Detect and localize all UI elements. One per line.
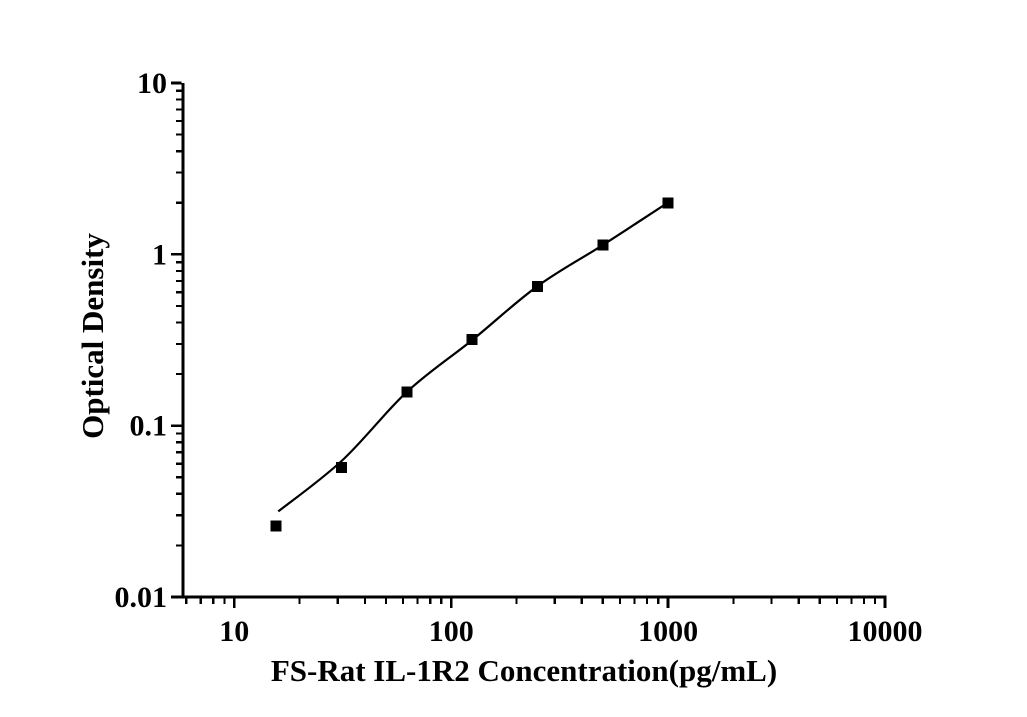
y-tick-label: 10 xyxy=(137,67,167,100)
data-point-marker xyxy=(532,280,543,292)
data-series-layer xyxy=(270,197,674,532)
data-point-marker xyxy=(270,520,282,532)
data-point-marker xyxy=(662,197,674,209)
data-point-marker xyxy=(401,386,413,398)
x-tick-label: 10000 xyxy=(848,615,923,648)
axes-layer: 10 100 1000 10000 10 1 0.1 0.01 xyxy=(115,67,923,648)
x-tick-label: 1000 xyxy=(638,615,698,648)
y-tick-label: 0.01 xyxy=(115,581,168,614)
data-point-marker xyxy=(466,334,478,346)
y-tick-label: 0.1 xyxy=(130,410,168,443)
x-tick-label: 100 xyxy=(429,615,474,648)
y-tick-label: 1 xyxy=(152,238,167,271)
data-point-marker xyxy=(336,462,347,473)
x-tick-label: 10 xyxy=(219,615,249,648)
y-axis-title: Optical Density xyxy=(75,233,110,439)
x-axis-title: FS-Rat IL-1R2 Concentration(pg/mL) xyxy=(271,653,777,688)
data-point-marker xyxy=(597,239,609,251)
